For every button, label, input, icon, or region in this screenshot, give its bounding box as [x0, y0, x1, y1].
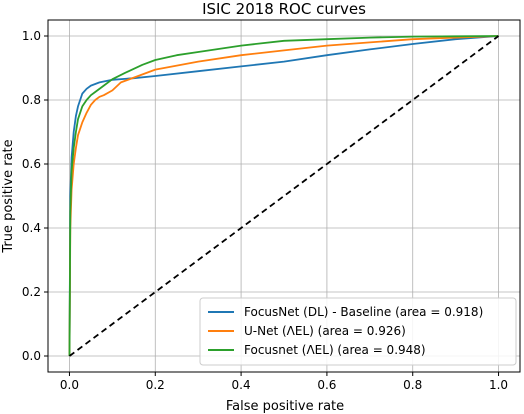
x-tick-label: 0.8	[403, 378, 422, 392]
series-group	[68, 35, 500, 357]
y-tick-label: 0.4	[22, 221, 41, 235]
roc-series-2	[68, 35, 499, 357]
x-tick-label: 1.0	[489, 378, 508, 392]
y-axis-ticks: 0.0 0.2 0.4 0.6 0.8 1.0	[22, 29, 48, 363]
x-tick-label: 0.4	[232, 378, 251, 392]
y-axis-label: True positive rate	[1, 139, 16, 253]
x-tick-label: 0.6	[317, 378, 336, 392]
y-tick-label: 0.0	[22, 349, 41, 363]
y-tick-label: 0.6	[22, 157, 41, 171]
legend-entry: U-Net (ΛEL) (area = 0.926)	[244, 324, 406, 338]
legend-entry: FocusNet (DL) - Baseline (area = 0.918)	[244, 305, 483, 319]
grid	[48, 20, 520, 372]
y-tick-label: 0.2	[22, 285, 41, 299]
roc-series-1	[68, 35, 499, 357]
x-tick-label: 0.2	[146, 378, 165, 392]
legend-entry: Focusnet (ΛEL) (area = 0.948)	[244, 343, 426, 357]
legend: FocusNet (DL) - Baseline (area = 0.918) U…	[199, 297, 517, 366]
chart-title: ISIC 2018 ROC curves	[202, 0, 366, 18]
plot-frame	[47, 19, 521, 373]
x-tick-label: 0.0	[60, 378, 79, 392]
y-tick-label: 1.0	[22, 29, 41, 43]
legend-box	[199, 297, 517, 366]
x-axis-ticks: 0.0 0.2 0.4 0.6 0.8 1.0	[60, 372, 508, 392]
y-tick-label: 0.8	[22, 93, 41, 107]
x-axis-label: False positive rate	[226, 399, 344, 414]
